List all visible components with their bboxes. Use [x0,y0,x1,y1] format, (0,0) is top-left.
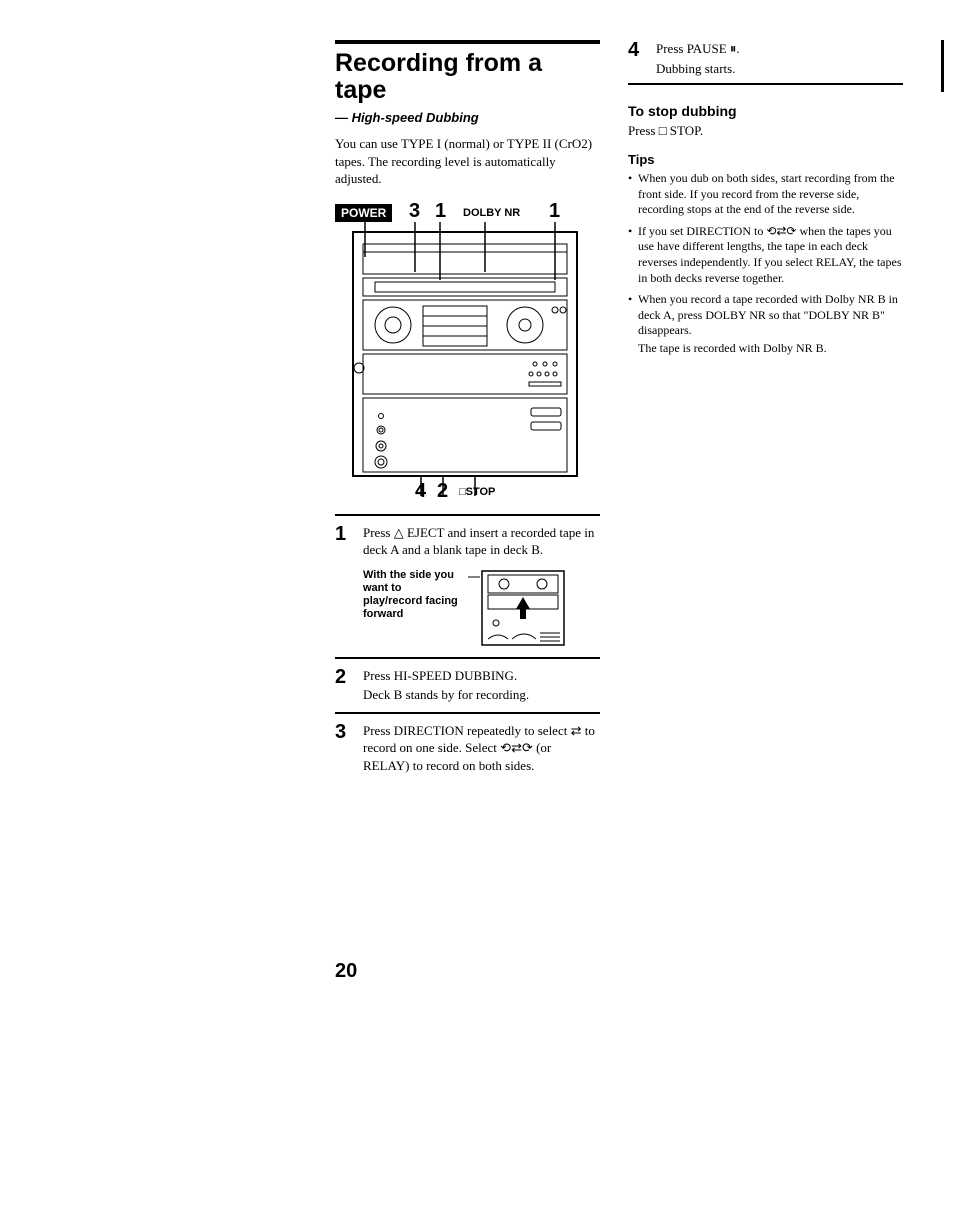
step-body: Press △ EJECT and insert a recorded tape… [363,524,600,649]
step-text: Press △ EJECT and insert a recorded tape… [363,525,594,558]
step-body: Press DIRECTION repeatedly to select ⇄ t… [363,722,600,775]
callout-4: 4 [415,480,426,503]
left-column: Recording from a tape — High-speed Dubbi… [335,40,600,782]
step-3: 3 Press DIRECTION repeatedly to select ⇄… [335,722,600,775]
tips-list: When you dub on both sides, start record… [628,171,903,339]
page-number: 20 [335,960,357,983]
step-subtext: Deck B stands by for recording. [363,686,600,704]
stop-text: Press □ STOP. [628,123,903,140]
tip-item: When you record a tape recorded with Dol… [628,292,903,339]
tips-heading: Tips [628,152,903,167]
step-number: 2 [335,667,353,704]
step-2: 2 Press HI-SPEED DUBBING. Deck B stands … [335,667,600,704]
step-body: Press HI-SPEED DUBBING. Deck B stands by… [363,667,600,704]
cassette-caption: With the side you want to play/record fa… [363,569,458,622]
step-text: Press DIRECTION repeatedly to select ⇄ t… [363,723,595,773]
tip-item: If you set DIRECTION to ⟲⇄⟳ when the tap… [628,224,903,286]
title-rule [335,40,600,44]
dolby-label: DOLBY NR [463,207,520,219]
step-1: 1 Press △ EJECT and insert a recorded ta… [335,524,600,649]
cassette-insert-figure: With the side you want to play/record fa… [363,569,600,649]
page-content: Recording from a tape — High-speed Dubbi… [335,40,925,782]
callout-1b: 1 [549,200,560,223]
callout-2: 2 [437,480,448,503]
step-4: 4 Press PAUSE ⏸. Dubbing starts. [628,40,903,77]
step-separator [335,514,600,516]
intro-paragraph: You can use TYPE I (normal) or TYPE II (… [335,135,600,188]
callout-3: 3 [409,200,420,223]
page-edge-mark [941,40,944,92]
stop-label: □STOP [459,486,495,498]
step-number: 1 [335,524,353,649]
stop-heading: To stop dubbing [628,103,903,119]
tip-tail: The tape is recorded with Dolby NR B. [628,341,903,356]
callout-1a: 1 [435,200,446,223]
step-separator [335,657,600,659]
step-text: Press PAUSE ⏸. [656,41,740,56]
page-title: Recording from a tape [335,50,600,104]
stereo-diagram: POWER 3 1 DOLBY NR 1 4 2 □STOP [335,202,595,502]
right-column: 4 Press PAUSE ⏸. Dubbing starts. To stop… [628,40,903,782]
step-body: Press PAUSE ⏸. Dubbing starts. [656,40,903,77]
step-text: Press HI-SPEED DUBBING. [363,668,517,683]
step-number: 4 [628,40,646,77]
cassette-svg [468,569,578,649]
power-label: POWER [335,204,392,222]
step-subtext: Dubbing starts. [656,60,903,78]
step-separator [335,712,600,714]
section-rule [628,83,903,85]
tip-item: When you dub on both sides, start record… [628,171,903,218]
step-number: 3 [335,722,353,775]
subtitle: — High-speed Dubbing [335,110,600,125]
stereo-svg [335,202,595,502]
